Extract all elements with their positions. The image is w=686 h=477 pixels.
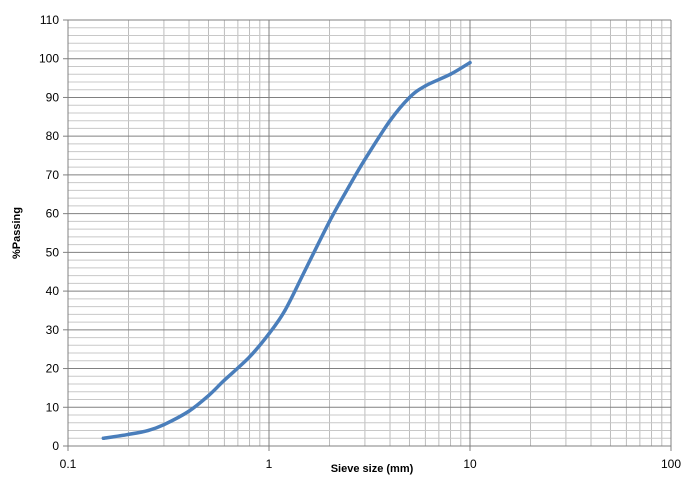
x-tick-label: 100 xyxy=(661,457,681,471)
y-tick-label: 0 xyxy=(52,439,59,453)
series-group xyxy=(101,60,472,440)
data-point xyxy=(468,61,472,65)
data-point xyxy=(146,428,150,433)
data-point xyxy=(283,308,287,313)
y-tick-label: 20 xyxy=(46,362,60,376)
data-point xyxy=(407,95,412,100)
x-tick-labels: 0.1 1 10 100 xyxy=(60,457,682,471)
data-point xyxy=(126,432,131,436)
y-tick-labels: 0 10 20 30 40 50 60 70 80 90 100 110 xyxy=(39,13,59,453)
y-tick-label: 60 xyxy=(46,207,60,221)
y-tick-label: 100 xyxy=(39,52,59,66)
x-axis-title: Sieve size (mm) xyxy=(331,463,414,475)
y-tick-label: 40 xyxy=(46,284,60,298)
data-point xyxy=(247,355,252,359)
plot-area xyxy=(68,20,671,446)
data-point xyxy=(327,219,332,223)
y-tick-label: 110 xyxy=(40,13,59,27)
data-point xyxy=(101,436,105,440)
x-tick-label: 0.1 xyxy=(60,457,77,471)
y-tick-label: 50 xyxy=(46,245,60,259)
y-tick-label: 70 xyxy=(46,168,60,182)
y-axis-title: %Passing xyxy=(11,207,23,259)
data-point xyxy=(162,423,166,427)
y-tick-label: 30 xyxy=(46,323,60,337)
data-point xyxy=(187,409,191,413)
data-point xyxy=(448,72,453,76)
x-tick-label: 1 xyxy=(266,457,273,471)
minor-gridlines xyxy=(68,20,671,446)
data-point xyxy=(388,119,392,123)
data-point xyxy=(267,332,271,336)
data-point xyxy=(347,184,351,189)
data-point xyxy=(206,394,211,398)
x-tick-label: 10 xyxy=(463,457,477,471)
y-tick-label: 80 xyxy=(46,129,60,143)
data-point xyxy=(423,84,428,88)
data-point xyxy=(302,270,306,274)
y-tick-label: 90 xyxy=(46,90,60,104)
axes xyxy=(63,19,672,451)
y-tick-label: 10 xyxy=(46,400,60,414)
data-point xyxy=(363,157,367,162)
data-point xyxy=(222,378,227,382)
